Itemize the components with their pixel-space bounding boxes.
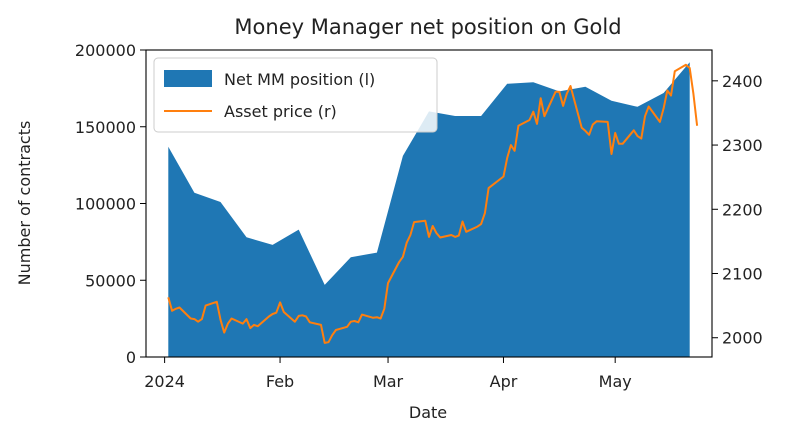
line-layer	[167, 63, 699, 344]
left-axis-ticks: 0 50000 100000 150000 200000	[75, 41, 146, 367]
right-axis-ticks: 2000 2100 2200 2300 2400	[712, 72, 763, 348]
x-tick-label: Apr	[490, 372, 518, 391]
right-tick-label: 2100	[722, 265, 763, 284]
right-tick-label: 2400	[722, 72, 763, 91]
asset-price-line	[167, 63, 699, 344]
x-tick-label: 2024	[144, 372, 185, 391]
x-axis-ticks: 2024 Feb Mar Apr May	[144, 357, 632, 391]
legend-box	[153, 57, 438, 133]
legend-label-asset-price: Asset price (r)	[224, 102, 337, 121]
left-tick-label: 100000	[75, 195, 136, 214]
area-layer	[168, 62, 690, 358]
x-tick-label: Mar	[373, 372, 404, 391]
right-tick-label: 2200	[722, 200, 763, 219]
left-tick-label: 150000	[75, 118, 136, 137]
right-tick-label: 2300	[722, 136, 763, 155]
legend-swatch-area	[164, 70, 212, 87]
legend: Net MM position (l) Asset price (r)	[153, 57, 438, 133]
x-axis-label: Date	[409, 403, 447, 422]
net-mm-position-area	[168, 62, 690, 358]
left-tick-label: 50000	[85, 271, 136, 290]
right-tick-label: 2000	[722, 329, 763, 348]
legend-label-net-mm: Net MM position (l)	[224, 70, 375, 89]
left-tick-label: 200000	[75, 41, 136, 60]
x-tick-label: May	[599, 372, 632, 391]
chart-title: Money Manager net position on Gold	[234, 15, 621, 39]
y-axis-label: Number of contracts	[15, 121, 34, 286]
x-tick-label: Feb	[266, 372, 294, 391]
left-tick-label: 0	[126, 348, 136, 367]
